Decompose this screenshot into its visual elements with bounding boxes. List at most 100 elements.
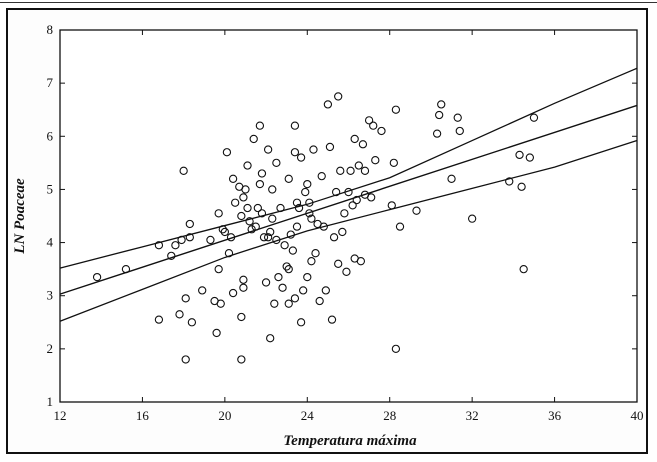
- data-point: [214, 209, 223, 218]
- data-point: [377, 126, 386, 136]
- data-point: [243, 161, 252, 170]
- confidence-band-lower: [59, 139, 638, 322]
- data-point: [358, 140, 368, 149]
- data-point: [290, 294, 300, 303]
- data-point: [284, 174, 293, 183]
- x-tick-label: 32: [466, 408, 479, 423]
- data-point: [292, 222, 302, 231]
- data-point: [243, 203, 252, 213]
- data-point: [257, 209, 267, 218]
- data-point: [346, 166, 355, 175]
- data-point: [224, 249, 234, 258]
- data-point: [175, 310, 184, 319]
- data-point: [284, 299, 293, 308]
- data-points: [92, 92, 539, 364]
- y-tick-label: 5: [47, 181, 54, 196]
- data-point: [247, 225, 256, 234]
- data-point: [369, 121, 378, 130]
- data-point: [437, 100, 446, 109]
- data-point: [391, 344, 401, 354]
- data-point: [239, 283, 248, 292]
- y-tick-label: 7: [47, 75, 54, 90]
- data-point: [272, 158, 281, 168]
- regression-line: [59, 104, 638, 295]
- data-point: [154, 241, 164, 250]
- data-point: [268, 214, 277, 223]
- data-point: [92, 272, 102, 282]
- data-point: [263, 233, 273, 242]
- data-point: [344, 187, 353, 197]
- data-point: [220, 227, 230, 237]
- data-point: [309, 145, 318, 154]
- data-point: [301, 187, 310, 197]
- data-point: [305, 198, 314, 207]
- data-point: [395, 222, 405, 231]
- data-point: [447, 174, 456, 183]
- y-tick-label: 6: [47, 128, 54, 143]
- data-point: [323, 100, 333, 109]
- data-point: [216, 299, 225, 308]
- data-point: [222, 148, 232, 157]
- y-axis-title: LN Poaceae: [12, 178, 28, 255]
- data-point: [340, 209, 349, 218]
- data-point: [315, 296, 324, 306]
- data-point: [249, 134, 258, 144]
- data-point: [364, 116, 374, 125]
- data-point: [303, 272, 312, 282]
- data-point: [266, 227, 275, 237]
- data-point: [270, 299, 279, 308]
- data-point: [371, 156, 380, 165]
- data-point: [329, 233, 339, 242]
- data-point: [334, 92, 343, 101]
- data-point: [278, 283, 287, 292]
- data-point: [296, 318, 306, 327]
- data-point: [218, 225, 227, 234]
- data-point: [241, 185, 250, 194]
- data-point: [253, 203, 262, 213]
- x-tick-label: 40: [631, 408, 644, 423]
- data-point: [307, 257, 316, 266]
- data-point: [245, 217, 254, 226]
- data-point: [525, 153, 534, 162]
- y-tick-label: 8: [47, 22, 54, 37]
- data-point: [336, 166, 345, 175]
- x-axis-title: Temperatura máxima: [283, 433, 417, 449]
- data-point: [453, 113, 462, 122]
- data-point: [239, 193, 248, 202]
- data-point: [467, 214, 477, 223]
- data-point: [432, 129, 442, 138]
- data-point: [237, 355, 246, 364]
- data-point: [272, 235, 281, 245]
- data-point: [263, 145, 273, 154]
- data-point: [282, 262, 291, 271]
- data-point: [360, 166, 370, 175]
- data-point: [354, 161, 363, 170]
- top-rule: [0, 2, 657, 3]
- data-point: [280, 241, 289, 250]
- data-point: [352, 195, 361, 205]
- y-tick-label: 3: [47, 288, 54, 303]
- data-point: [276, 203, 285, 213]
- data-point: [198, 286, 207, 295]
- data-point: [296, 153, 306, 162]
- data-point: [319, 222, 328, 231]
- data-point: [334, 259, 343, 268]
- data-point: [338, 227, 347, 237]
- data-point: [327, 315, 337, 324]
- data-point: [226, 233, 236, 242]
- data-point: [387, 201, 396, 210]
- data-point: [214, 264, 223, 274]
- data-point: [231, 198, 240, 207]
- data-point: [177, 235, 186, 245]
- data-point: [517, 182, 526, 191]
- data-point: [350, 134, 359, 144]
- data-point: [185, 233, 194, 242]
- data-point: [239, 275, 248, 284]
- data-point: [179, 166, 188, 175]
- data-point: [171, 241, 180, 250]
- plot-area: [59, 29, 638, 403]
- data-point: [529, 113, 539, 122]
- x-tick-label: 36: [548, 408, 562, 423]
- x-axis: 12 16 20 24 28 32 36 40: [54, 30, 644, 423]
